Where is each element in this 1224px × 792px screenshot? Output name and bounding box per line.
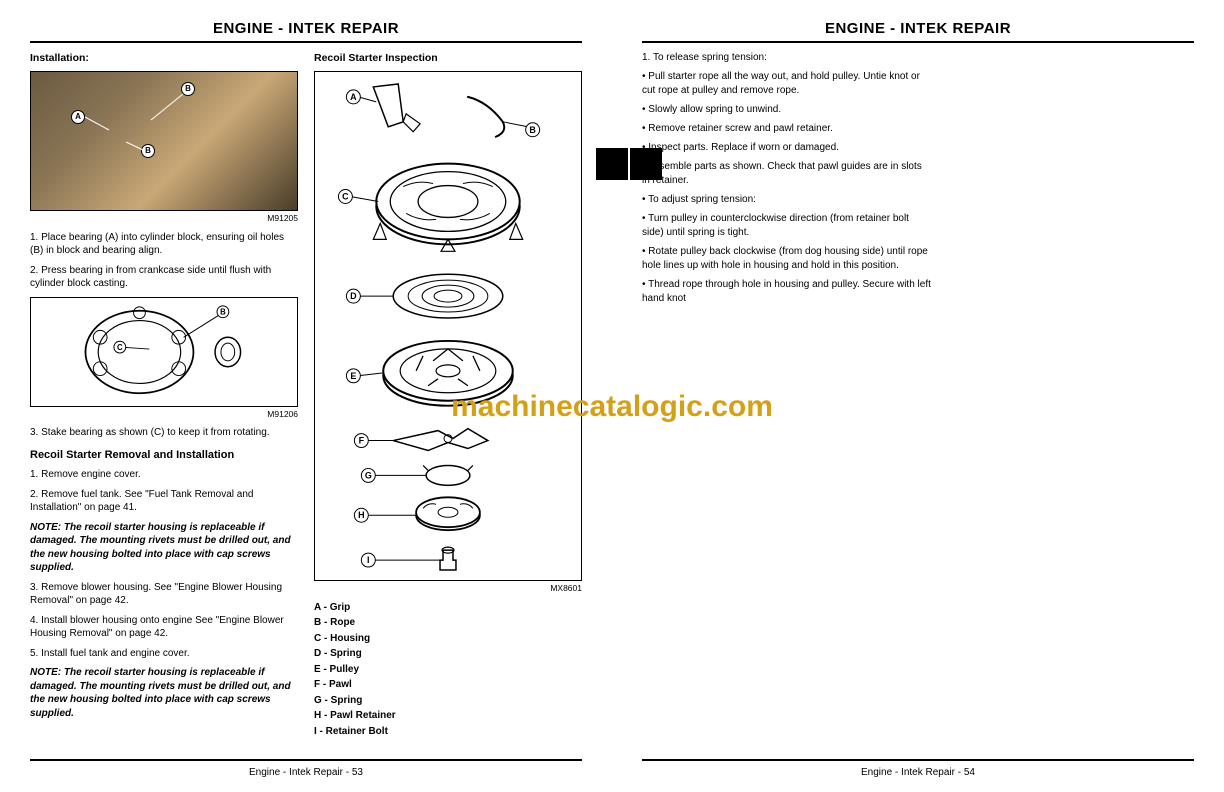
r-b7: • Turn pulley in counterclockwise direct…: [642, 212, 932, 240]
svg-text:E: E: [350, 371, 356, 381]
page-left: ENGINE - INTEK REPAIR Installation: A B …: [0, 0, 612, 792]
exploded-svg: A B C D E F G: [315, 72, 581, 580]
page-spread: ENGINE - INTEK REPAIR Installation: A B …: [0, 0, 1224, 792]
recoil-inspect-heading: Recoil Starter Inspection: [314, 51, 582, 65]
svg-text:F: F: [359, 436, 365, 446]
legend-g: G - Spring: [314, 694, 582, 708]
recoil-note1: NOTE: The recoil starter housing is repl…: [30, 521, 298, 575]
page-footer-left: Engine - Intek Repair - 53: [30, 759, 582, 778]
figure2-caption: M91206: [30, 409, 298, 420]
svg-text:C: C: [117, 343, 123, 352]
r-b8: • Rotate pulley back clockwise (from dog…: [642, 245, 932, 273]
svg-text:D: D: [350, 291, 357, 301]
legend-c: C - Housing: [314, 632, 582, 646]
black-tab-2: [630, 148, 662, 180]
page-header-right: ENGINE - INTEK REPAIR: [642, 20, 1194, 43]
install-step2: 2. Press bearing in from crankcase side …: [30, 264, 298, 291]
legend-d: D - Spring: [314, 647, 582, 661]
legend-a: A - Grip: [314, 601, 582, 615]
installation-title: Installation:: [30, 51, 298, 65]
recoil-s1: 1. Remove engine cover.: [30, 468, 298, 482]
left-col2: Recoil Starter Inspection: [314, 51, 582, 740]
figure1-caption: M91205: [30, 213, 298, 224]
r-b3: • Remove retainer screw and pawl retaine…: [642, 122, 932, 136]
svg-text:I: I: [367, 555, 370, 565]
r-b6: • To adjust spring tension:: [642, 193, 932, 207]
recoil-note2: NOTE: The recoil starter housing is repl…: [30, 666, 298, 720]
right-text-block: 1. To release spring tension: • Pull sta…: [642, 51, 932, 306]
page-footer-right: Engine - Intek Repair - 54: [642, 759, 1194, 778]
page-right: ENGINE - INTEK REPAIR 1. To release spri…: [612, 0, 1224, 792]
recoil-removal-heading: Recoil Starter Removal and Installation: [30, 448, 298, 463]
left-columns: Installation: A B B M91205 1. Place bear…: [30, 51, 582, 740]
r-b5: • Assemble parts as shown. Check that pa…: [642, 160, 932, 188]
figure-photo-1: A B B: [30, 71, 298, 211]
svg-text:B: B: [220, 307, 226, 316]
install-step1: 1. Place bearing (A) into cylinder block…: [30, 231, 298, 258]
svg-text:C: C: [342, 192, 349, 202]
legend-h: H - Pawl Retainer: [314, 709, 582, 723]
legend-e: E - Pulley: [314, 663, 582, 677]
svg-text:B: B: [529, 125, 536, 135]
svg-text:A: A: [350, 92, 357, 102]
legend-b: B - Rope: [314, 616, 582, 630]
figure-diagram-1: C B: [30, 297, 298, 407]
svg-text:G: G: [365, 471, 372, 481]
recoil-s2: 2. Remove fuel tank. See "Fuel Tank Remo…: [30, 488, 298, 515]
r-p1: 1. To release spring tension:: [642, 51, 932, 65]
recoil-s5: 5. Install fuel tank and engine cover.: [30, 647, 298, 661]
r-b4: • Inspect parts. Replace if worn or dama…: [642, 141, 932, 155]
recoil-s3: 3. Remove blower housing. See "Engine Bl…: [30, 581, 298, 608]
page-header-left: ENGINE - INTEK REPAIR: [30, 20, 582, 43]
left-col1: Installation: A B B M91205 1. Place bear…: [30, 51, 298, 740]
figure-exploded-caption: MX8601: [314, 583, 582, 594]
recoil-s4: 4. Install blower housing onto engine Se…: [30, 614, 298, 641]
photo-overlay-lines: [31, 72, 297, 210]
install-step3: 3. Stake bearing as shown (C) to keep it…: [30, 426, 298, 440]
svg-text:H: H: [358, 510, 364, 520]
r-b2: • Slowly allow spring to unwind.: [642, 103, 932, 117]
r-b1: • Pull starter rope all the way out, and…: [642, 70, 932, 98]
legend-i: I - Retainer Bolt: [314, 725, 582, 739]
r-b9: • Thread rope through hole in housing an…: [642, 278, 932, 306]
black-tab-1: [596, 148, 628, 180]
bearing-diagram-svg: C B: [31, 298, 297, 406]
legend-f: F - Pawl: [314, 678, 582, 692]
figure-exploded: A B C D E F G: [314, 71, 582, 581]
